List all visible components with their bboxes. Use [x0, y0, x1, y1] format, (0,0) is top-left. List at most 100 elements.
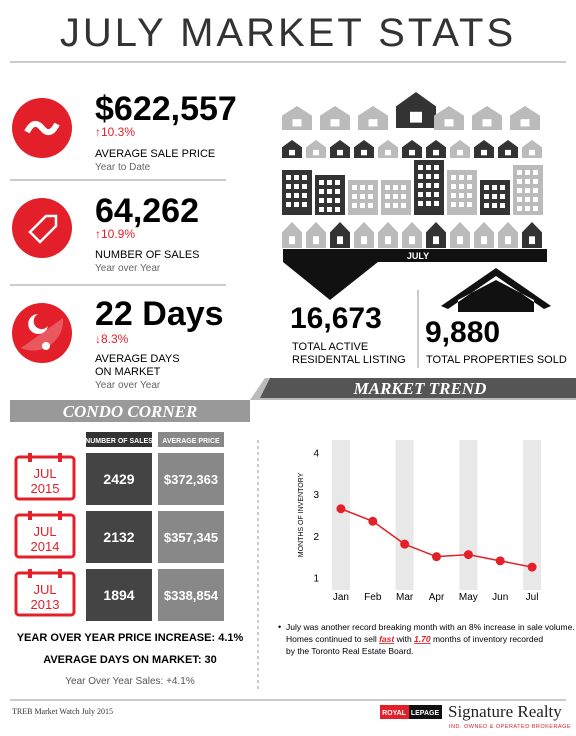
house [522, 222, 542, 248]
banner [260, 378, 576, 398]
house [330, 140, 350, 158]
house [522, 140, 542, 158]
calendar-month: JUL [33, 524, 56, 539]
window [517, 170, 522, 175]
window [517, 197, 522, 202]
window [467, 193, 472, 198]
window [529, 236, 535, 245]
x-tick-label: Apr [429, 592, 445, 603]
window [401, 194, 406, 199]
window [335, 198, 340, 203]
cell [158, 453, 224, 505]
house [402, 140, 422, 158]
point [336, 504, 346, 514]
window [500, 194, 505, 199]
window [533, 197, 538, 202]
bullet: • [278, 622, 281, 632]
window [434, 165, 439, 170]
window [451, 184, 456, 189]
calendar [14, 513, 76, 559]
window [385, 236, 391, 245]
window [385, 185, 390, 190]
stat-label: NUMBER OF SALES [95, 249, 200, 261]
window [426, 192, 431, 197]
window [294, 175, 299, 180]
house [472, 106, 502, 130]
y-tick-label: 1 [313, 574, 319, 585]
band [331, 440, 350, 590]
window [302, 202, 307, 207]
table-header: NUMBER OF SALES [85, 438, 153, 445]
window [434, 183, 439, 188]
window [517, 179, 522, 184]
window [484, 203, 489, 208]
window [294, 202, 299, 207]
window [292, 119, 302, 127]
title: JULY MARKET STATS [60, 11, 516, 55]
price: $372,363 [164, 472, 218, 487]
point [495, 556, 505, 566]
window [302, 184, 307, 189]
house [306, 222, 326, 248]
summary: Year Over Year Sales: +4.1% [65, 676, 195, 687]
window [459, 202, 464, 207]
calendar-year: 2015 [31, 481, 60, 496]
calendar-ring [58, 569, 62, 578]
window [426, 165, 431, 170]
month-label: JULY [407, 251, 429, 261]
window [313, 236, 319, 245]
window [426, 174, 431, 179]
cell [86, 511, 152, 563]
window [525, 188, 530, 193]
window [335, 189, 340, 194]
window [533, 206, 538, 211]
window [393, 185, 398, 190]
note-text: with [394, 634, 414, 644]
y-tick-label: 4 [313, 449, 319, 460]
active-label: TOTAL ACTIVE [292, 341, 368, 353]
window [457, 149, 463, 156]
price: $357,345 [164, 530, 218, 545]
window [525, 170, 530, 175]
stat-value: 64,262 [95, 192, 199, 230]
window [481, 149, 487, 156]
window [327, 207, 332, 212]
icon [28, 214, 58, 244]
window [457, 236, 463, 245]
window [294, 193, 299, 198]
window [459, 184, 464, 189]
cell [158, 511, 224, 563]
window [335, 180, 340, 185]
window [467, 175, 472, 180]
window [313, 149, 319, 156]
window [319, 207, 324, 212]
house [474, 222, 494, 248]
logo-text: ROYAL [382, 710, 407, 717]
window [444, 119, 454, 127]
x-tick-label: May [459, 592, 478, 603]
window [525, 206, 530, 211]
window [319, 180, 324, 185]
window [385, 203, 390, 208]
sales: 2429 [103, 471, 134, 487]
window [517, 188, 522, 193]
note-highlight: fast [379, 634, 395, 644]
stat-value: 22 Days [95, 295, 224, 333]
window [500, 185, 505, 190]
window [335, 207, 340, 212]
sales: 1894 [103, 587, 134, 603]
window [492, 203, 497, 208]
header-cell [86, 432, 152, 447]
logo-text: LEPAGE [411, 710, 440, 717]
icon [42, 342, 50, 350]
window [418, 183, 423, 188]
tagline: IND. OWNED & OPERATED BROKERAGE [449, 724, 571, 730]
window [533, 179, 538, 184]
window [360, 194, 365, 199]
houses-graphic [282, 92, 543, 248]
window [418, 174, 423, 179]
logo [380, 705, 409, 719]
house [354, 140, 374, 158]
calendar-ring [28, 511, 32, 520]
window [286, 202, 291, 207]
